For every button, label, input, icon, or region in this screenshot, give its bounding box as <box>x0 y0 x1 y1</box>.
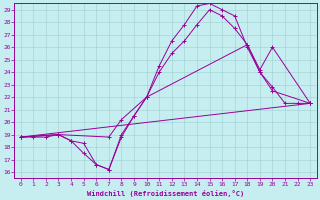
X-axis label: Windchill (Refroidissement éolien,°C): Windchill (Refroidissement éolien,°C) <box>87 190 244 197</box>
